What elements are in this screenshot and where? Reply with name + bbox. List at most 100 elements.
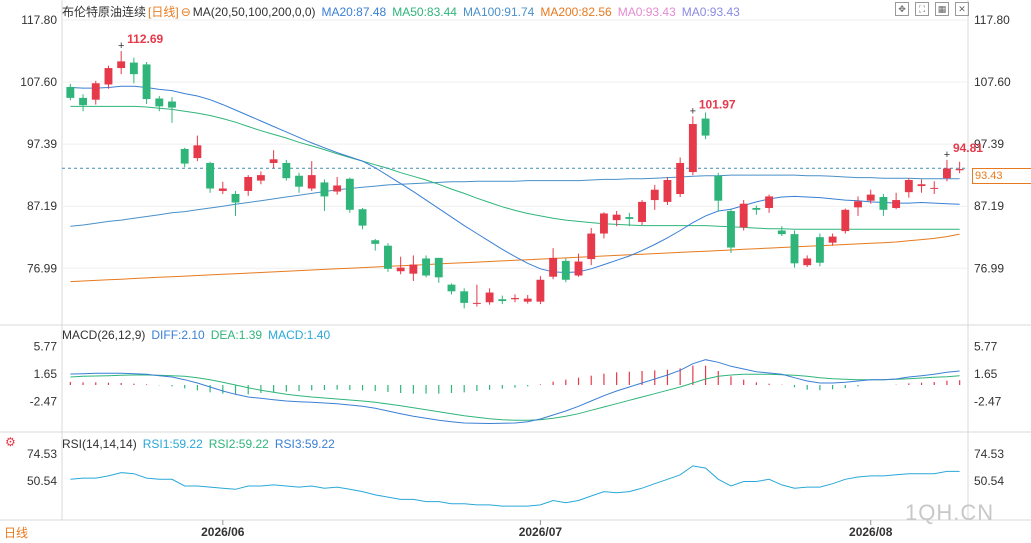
rsi-tick-right: 74.53 bbox=[974, 447, 1004, 461]
y-tick-right: 87.19 bbox=[974, 199, 1004, 213]
rsi-tick-left: 74.53 bbox=[27, 447, 57, 461]
x-tick-label: 2026/08 bbox=[849, 525, 893, 539]
candle-body bbox=[777, 230, 786, 235]
ma20-line bbox=[70, 85, 960, 274]
x-tick-label: 2026/07 bbox=[519, 525, 563, 539]
rsi-header: RSI(14,14,14) RSI1:59.22 RSI2:59.22 RSI3:59… bbox=[62, 437, 341, 451]
ma-params: MA(20,50,100,200,0,0) bbox=[192, 5, 316, 19]
macd-label: MACD(26,12,9) bbox=[62, 328, 146, 342]
candle-body bbox=[396, 267, 405, 272]
candle-body bbox=[904, 179, 913, 193]
macd-tick-right: -2.47 bbox=[974, 394, 1002, 408]
candle-body bbox=[295, 175, 303, 187]
candle-body bbox=[307, 175, 316, 189]
candle-body bbox=[765, 196, 774, 208]
x-tick-label: 2026/06 bbox=[201, 525, 245, 539]
candle-body bbox=[752, 207, 761, 210]
y-tick-left: 76.99 bbox=[27, 261, 57, 275]
candle-body bbox=[879, 197, 888, 210]
candle-body bbox=[523, 298, 532, 302]
macd-tick-right: 1.65 bbox=[974, 367, 998, 381]
ma0-value-a: MA0:93.43 bbox=[617, 5, 676, 19]
grid-icon[interactable]: ▦ bbox=[935, 2, 949, 16]
candle-body bbox=[472, 302, 481, 304]
y-tick-right: 76.99 bbox=[974, 261, 1004, 275]
candle-body bbox=[206, 162, 215, 189]
candle-body bbox=[854, 201, 862, 208]
candle-body bbox=[320, 182, 329, 197]
ma50-line bbox=[70, 105, 960, 230]
candle-body bbox=[612, 214, 621, 221]
y-tick-right: 107.60 bbox=[974, 75, 1011, 89]
main-header: 布伦特原油连续 [日线] ⊖ MA(20,50,100,200,0,0) MA20:87… bbox=[62, 3, 746, 20]
candle-body bbox=[917, 184, 926, 187]
candle-body bbox=[333, 185, 342, 192]
candle-body bbox=[574, 261, 583, 276]
candle-body bbox=[739, 203, 748, 228]
candle-body bbox=[828, 236, 837, 243]
candle-body bbox=[943, 168, 951, 179]
y-tick-right: 117.80 bbox=[974, 13, 1010, 27]
ma20-value: MA20:87.48 bbox=[321, 5, 387, 19]
candle-body bbox=[650, 189, 659, 201]
candle-body bbox=[384, 245, 392, 269]
candle-body bbox=[498, 299, 507, 302]
candle-body bbox=[358, 209, 367, 226]
y-tick-right: 97.39 bbox=[974, 137, 1004, 151]
high-marker: + bbox=[118, 40, 124, 52]
rsi2-value: RSI2:59.22 bbox=[208, 437, 269, 451]
candle-body bbox=[599, 213, 608, 234]
close-icon[interactable]: ✕ bbox=[955, 2, 969, 16]
rsi3-value: RSI3:59.22 bbox=[274, 437, 335, 451]
candle-body bbox=[434, 257, 443, 278]
macd-hist-value: MACD:1.40 bbox=[268, 328, 331, 342]
candle-body bbox=[536, 279, 545, 302]
candle-body bbox=[930, 187, 939, 189]
candle-body bbox=[409, 264, 418, 274]
macd-tick-left: -2.47 bbox=[30, 394, 58, 408]
candle-body bbox=[485, 292, 494, 303]
candle-body bbox=[866, 194, 875, 201]
candle-body bbox=[549, 257, 558, 277]
candle-body bbox=[282, 162, 291, 179]
rsi-tick-left: 50.54 bbox=[27, 474, 57, 488]
y-tick-left: 117.80 bbox=[21, 13, 57, 27]
candle-body bbox=[91, 83, 100, 100]
watermark: 1QH.CN bbox=[905, 500, 995, 525]
candle-body bbox=[422, 258, 431, 276]
candle-body bbox=[803, 258, 812, 266]
candle-body bbox=[244, 176, 253, 191]
high-annotation: 101.97 bbox=[699, 97, 736, 111]
expand-icon[interactable]: ✥ bbox=[895, 2, 909, 16]
rsi-settings-icon[interactable]: ⚙ bbox=[5, 435, 16, 449]
high-annotation: 94.81 bbox=[953, 141, 983, 155]
candle-body bbox=[727, 211, 735, 248]
macd-diff-value: DIFF:2.10 bbox=[151, 328, 205, 342]
candle-body bbox=[104, 68, 113, 85]
y-tick-left: 107.60 bbox=[20, 75, 57, 89]
rsi1-value: RSI1:59.22 bbox=[142, 437, 203, 451]
settings-icon[interactable]: ⊖ bbox=[180, 5, 191, 19]
candle-body bbox=[511, 298, 519, 300]
candle-body bbox=[841, 209, 850, 232]
candle-body bbox=[460, 291, 469, 303]
candle-body bbox=[638, 201, 646, 222]
dea-line bbox=[70, 373, 960, 421]
rsi-tick-right: 50.54 bbox=[974, 474, 1004, 488]
ma50-value: MA50:83.44 bbox=[392, 5, 457, 19]
fullscreen-icon[interactable]: ⛶ bbox=[915, 2, 929, 16]
candle-body bbox=[218, 188, 227, 191]
candle-body bbox=[561, 260, 570, 280]
candle-body bbox=[688, 124, 697, 173]
candle-body bbox=[676, 162, 685, 194]
ma200-value: MA200:82.56 bbox=[540, 5, 612, 19]
candle-body bbox=[79, 97, 87, 106]
ma0-value-b: MA0:93.43 bbox=[681, 5, 740, 19]
period-button[interactable]: 日线 bbox=[4, 526, 29, 540]
high-marker: + bbox=[944, 149, 950, 161]
period-label[interactable]: [日线] bbox=[148, 5, 179, 19]
ma100-value: MA100:91.74 bbox=[462, 5, 535, 19]
candle-body bbox=[193, 145, 202, 159]
